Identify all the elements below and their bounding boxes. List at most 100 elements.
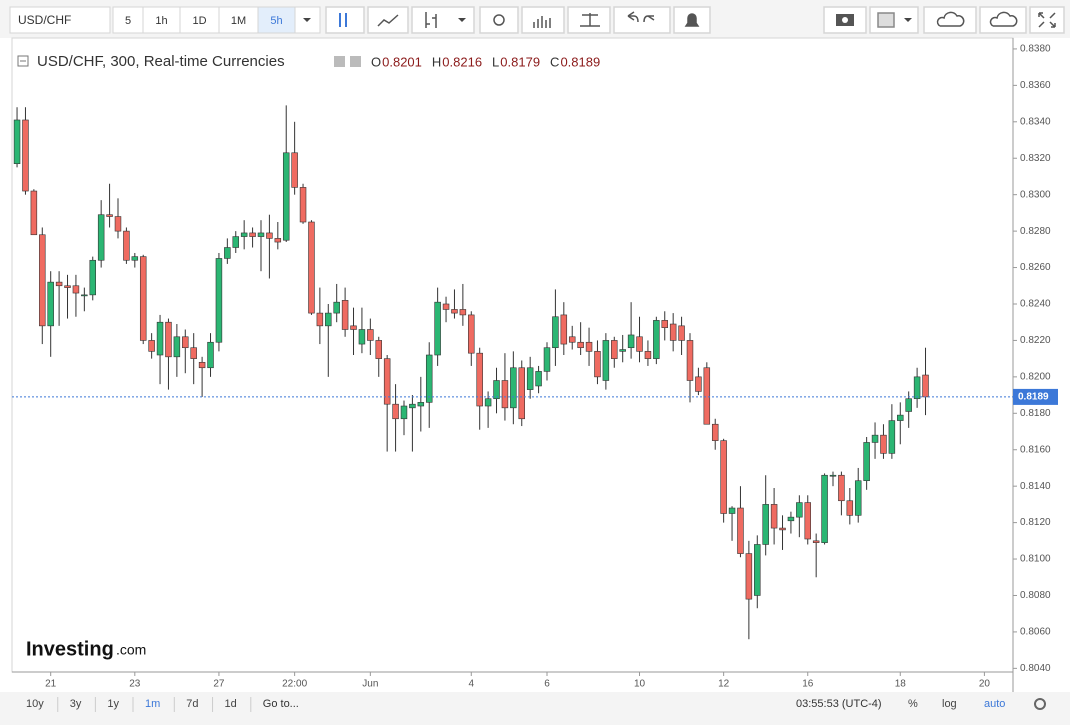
candle-body	[493, 380, 500, 400]
tool-icons	[325, 6, 1065, 34]
x-tick-label: 16	[802, 679, 814, 690]
candle-body	[308, 221, 315, 314]
interval-button[interactable]	[179, 6, 220, 34]
ohlc-letter: L	[492, 54, 499, 69]
candle-body	[779, 527, 786, 531]
candle-body	[190, 347, 197, 359]
candle-body	[636, 336, 643, 352]
candle-body	[232, 236, 239, 248]
fullscreen-button[interactable]	[1029, 6, 1065, 34]
candle-body	[316, 312, 324, 327]
candle-body	[501, 380, 509, 409]
range-button[interactable]: 1d	[225, 698, 237, 710]
interval-button[interactable]	[142, 6, 181, 34]
candle-body	[854, 480, 862, 516]
compare-button[interactable]	[567, 6, 611, 34]
range-button[interactable]: 1y	[107, 698, 119, 710]
candle-body	[224, 247, 231, 259]
area-style-button[interactable]	[367, 6, 409, 34]
footer-settings[interactable]	[1034, 698, 1046, 710]
candle-body	[325, 312, 332, 327]
x-tick-label: 27	[213, 679, 225, 690]
interval-group: 5 1h 1D 1M 5h	[112, 6, 296, 34]
interval-label: 1D	[192, 15, 206, 27]
bar-style-button[interactable]	[411, 6, 475, 34]
load-button[interactable]	[923, 6, 977, 34]
candle-body	[257, 232, 265, 237]
candle-body	[459, 309, 467, 316]
y-tick-label: 0.8280	[1020, 226, 1051, 237]
axis-option[interactable]: %	[908, 698, 918, 710]
candle-body	[846, 500, 854, 516]
range-button[interactable]: 1m	[145, 698, 160, 710]
candle-body	[131, 256, 139, 261]
candle-body	[728, 507, 736, 514]
candle-body	[518, 367, 525, 420]
range-button[interactable]: 3y	[70, 698, 82, 710]
range-button[interactable]: 7d	[186, 698, 198, 710]
candle-body	[13, 119, 21, 165]
interval-button[interactable]	[257, 6, 296, 34]
candle-body	[148, 340, 155, 352]
candle-body	[745, 553, 753, 600]
candle-body	[215, 258, 223, 343]
candle-body	[64, 285, 71, 288]
candle-body	[156, 321, 164, 356]
interval-button[interactable]	[112, 6, 144, 34]
candle-body	[274, 238, 282, 243]
candle-body	[510, 367, 517, 409]
y-tick-label: 0.8360	[1020, 80, 1051, 91]
candle-body	[350, 325, 357, 330]
candle-body	[695, 376, 702, 392]
visibility-icon[interactable]	[334, 56, 345, 67]
range-button[interactable]: 10y	[26, 698, 44, 710]
x-tick-label: 23	[129, 679, 141, 690]
axis-option[interactable]: log	[942, 698, 957, 710]
candle-body	[611, 340, 618, 359]
candle-body	[897, 414, 904, 421]
candle-body	[417, 402, 425, 407]
candle-body	[838, 474, 845, 502]
goto-button[interactable]: Go to...	[263, 698, 299, 710]
candle-body	[392, 403, 399, 420]
candle-body	[703, 367, 711, 425]
x-tick-label: 22:00	[282, 679, 307, 690]
candle-body	[602, 340, 610, 381]
candle-body	[568, 336, 576, 343]
candle-body	[653, 320, 660, 359]
y-tick-label: 0.8120	[1020, 517, 1051, 528]
candle-body	[535, 371, 542, 387]
collapse-icon[interactable]	[17, 55, 29, 67]
ohlc-letter: C	[550, 54, 559, 69]
candle-body	[97, 214, 105, 261]
candle-body	[804, 502, 811, 540]
ohlc-value: 0.8179	[500, 54, 540, 69]
candle-body	[812, 540, 820, 543]
y-tick-label: 0.8080	[1020, 590, 1051, 601]
candle-body	[55, 281, 63, 287]
indicators-button[interactable]	[521, 6, 565, 34]
caret	[303, 18, 311, 22]
footer	[0, 692, 1070, 725]
candle-body	[526, 367, 534, 390]
candle-body	[476, 352, 483, 407]
alert-button[interactable]	[673, 6, 711, 34]
interval-button[interactable]	[218, 6, 259, 34]
axis-option[interactable]: auto	[984, 698, 1005, 710]
candle-body	[114, 216, 122, 232]
price-label-box	[1013, 388, 1058, 405]
candle-body	[425, 354, 433, 403]
settings-button[interactable]	[479, 6, 519, 34]
save-button[interactable]	[979, 6, 1027, 34]
symbol: USD/CHF	[18, 13, 71, 27]
undo-redo[interactable]	[613, 6, 671, 34]
symbol-box[interactable]	[9, 6, 111, 34]
candle-body	[619, 349, 626, 352]
candle-body	[72, 285, 80, 294]
ohlc-value: 0.8189	[560, 54, 600, 69]
settings-icon[interactable]	[350, 56, 361, 67]
candle-body	[913, 376, 921, 400]
clock: 03:55:53 (UTC-4)	[796, 698, 882, 710]
candle-body	[123, 230, 130, 261]
candle-body	[400, 405, 408, 420]
